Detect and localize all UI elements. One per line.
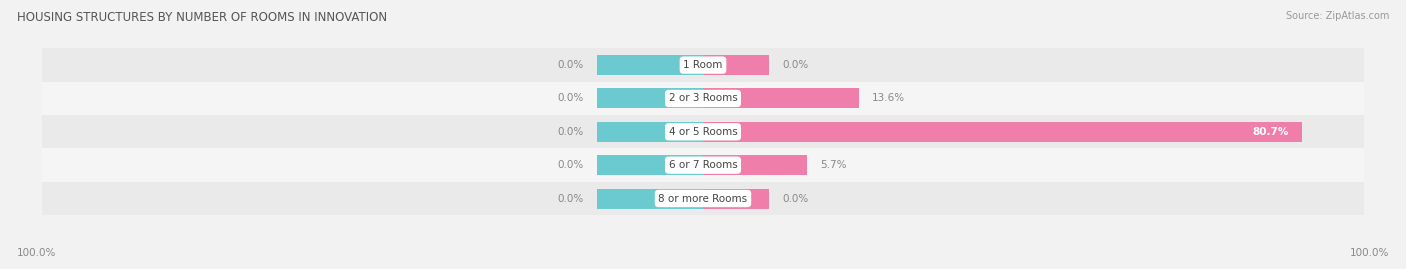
Text: 0.0%: 0.0% bbox=[782, 60, 808, 70]
Text: 80.7%: 80.7% bbox=[1253, 127, 1289, 137]
Bar bbox=[598, 122, 703, 142]
Text: 1 Room: 1 Room bbox=[683, 60, 723, 70]
Text: 8 or more Rooms: 8 or more Rooms bbox=[658, 193, 748, 204]
Bar bbox=[42, 115, 1364, 148]
Text: 0.0%: 0.0% bbox=[558, 193, 583, 204]
Bar bbox=[598, 155, 703, 175]
Text: 0.0%: 0.0% bbox=[558, 93, 583, 104]
Bar bbox=[598, 55, 703, 75]
Text: 0.0%: 0.0% bbox=[782, 193, 808, 204]
Bar bbox=[703, 89, 859, 108]
Bar bbox=[598, 189, 703, 208]
Text: 100.0%: 100.0% bbox=[17, 248, 56, 258]
Bar bbox=[42, 82, 1364, 115]
Text: 0.0%: 0.0% bbox=[558, 160, 583, 170]
Text: 2 or 3 Rooms: 2 or 3 Rooms bbox=[669, 93, 737, 104]
Bar bbox=[42, 182, 1364, 215]
Bar bbox=[703, 55, 769, 75]
Bar bbox=[42, 148, 1364, 182]
Text: 100.0%: 100.0% bbox=[1350, 248, 1389, 258]
Text: 0.0%: 0.0% bbox=[558, 127, 583, 137]
Bar bbox=[42, 48, 1364, 82]
Text: 13.6%: 13.6% bbox=[872, 93, 905, 104]
Bar bbox=[703, 155, 807, 175]
Bar bbox=[703, 189, 769, 208]
Text: 6 or 7 Rooms: 6 or 7 Rooms bbox=[669, 160, 737, 170]
Bar bbox=[703, 122, 1302, 142]
Text: Source: ZipAtlas.com: Source: ZipAtlas.com bbox=[1285, 11, 1389, 21]
Text: 4 or 5 Rooms: 4 or 5 Rooms bbox=[669, 127, 737, 137]
Text: 0.0%: 0.0% bbox=[558, 60, 583, 70]
Text: HOUSING STRUCTURES BY NUMBER OF ROOMS IN INNOVATION: HOUSING STRUCTURES BY NUMBER OF ROOMS IN… bbox=[17, 11, 387, 24]
Bar bbox=[598, 89, 703, 108]
Text: 5.7%: 5.7% bbox=[820, 160, 846, 170]
